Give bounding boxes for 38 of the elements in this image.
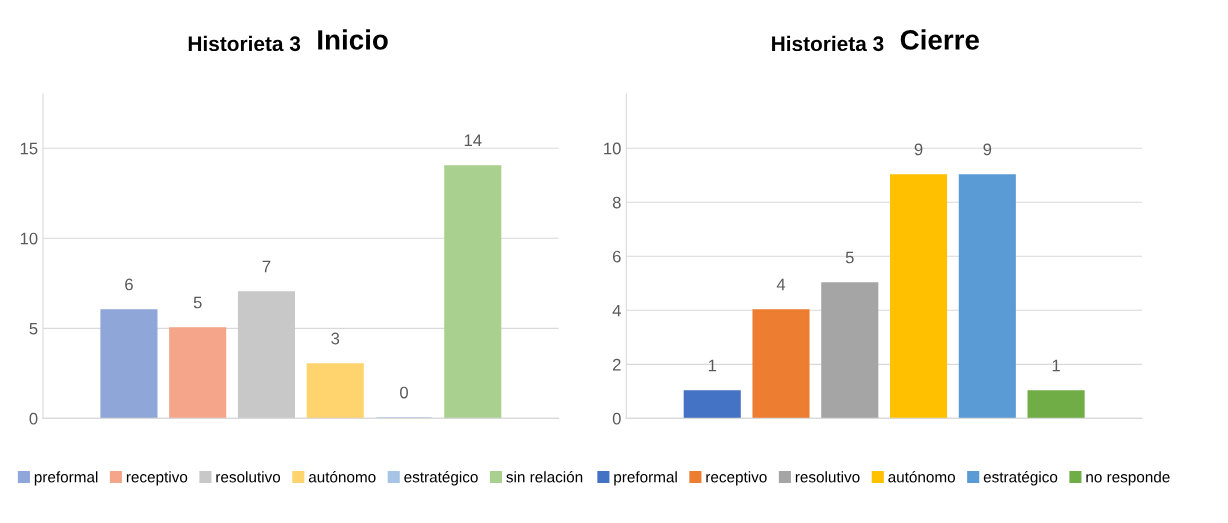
data-label: 6	[125, 278, 133, 291]
y-tick-label: 10	[604, 142, 621, 155]
data-label: 14	[464, 134, 482, 147]
legend-label: preformal	[34, 471, 98, 486]
legend-label: sin relación	[506, 471, 583, 483]
y-tick-label: 5	[29, 322, 38, 335]
data-label: 4	[776, 278, 786, 291]
legend-label: autónomo	[888, 471, 955, 483]
chart-subtitle: Cierre	[900, 29, 979, 50]
data-label: 5	[193, 296, 202, 309]
data-label: 3	[331, 332, 340, 345]
data-label: 5	[845, 251, 854, 264]
chart-title: Historieta 3	[772, 35, 884, 52]
data-label: 7	[262, 260, 271, 273]
legend-label: autónomo	[308, 471, 376, 483]
data-label: 9	[983, 143, 992, 156]
legend-label: preformal	[614, 471, 677, 486]
data-label: 1	[1052, 359, 1060, 372]
legend-label: estratégico	[404, 471, 478, 486]
data-label: 1	[708, 359, 717, 372]
data-label: 9	[914, 143, 923, 156]
legend-label: receptivo	[706, 471, 767, 486]
chart-title: Historieta 3	[188, 35, 301, 52]
y-tick-label: 15	[20, 142, 38, 155]
legend-label: estratégico	[983, 471, 1058, 486]
y-tick-label: 4	[612, 304, 621, 317]
y-tick-label: 6	[613, 250, 621, 263]
legend-label: receptivo	[126, 471, 188, 486]
data-label: 0	[400, 386, 408, 399]
y-tick-label: 8	[612, 196, 621, 209]
legend-label: no responde	[1086, 471, 1170, 486]
chart-subtitle: Inicio	[318, 29, 388, 50]
legend-label: resolutivo	[216, 471, 281, 483]
y-tick-label: 10	[20, 232, 38, 245]
y-tick-label: 2	[612, 358, 621, 371]
y-tick-label: 0	[29, 412, 38, 425]
legend-label: resolutivo	[795, 471, 860, 483]
y-tick-label: 0	[612, 412, 621, 425]
